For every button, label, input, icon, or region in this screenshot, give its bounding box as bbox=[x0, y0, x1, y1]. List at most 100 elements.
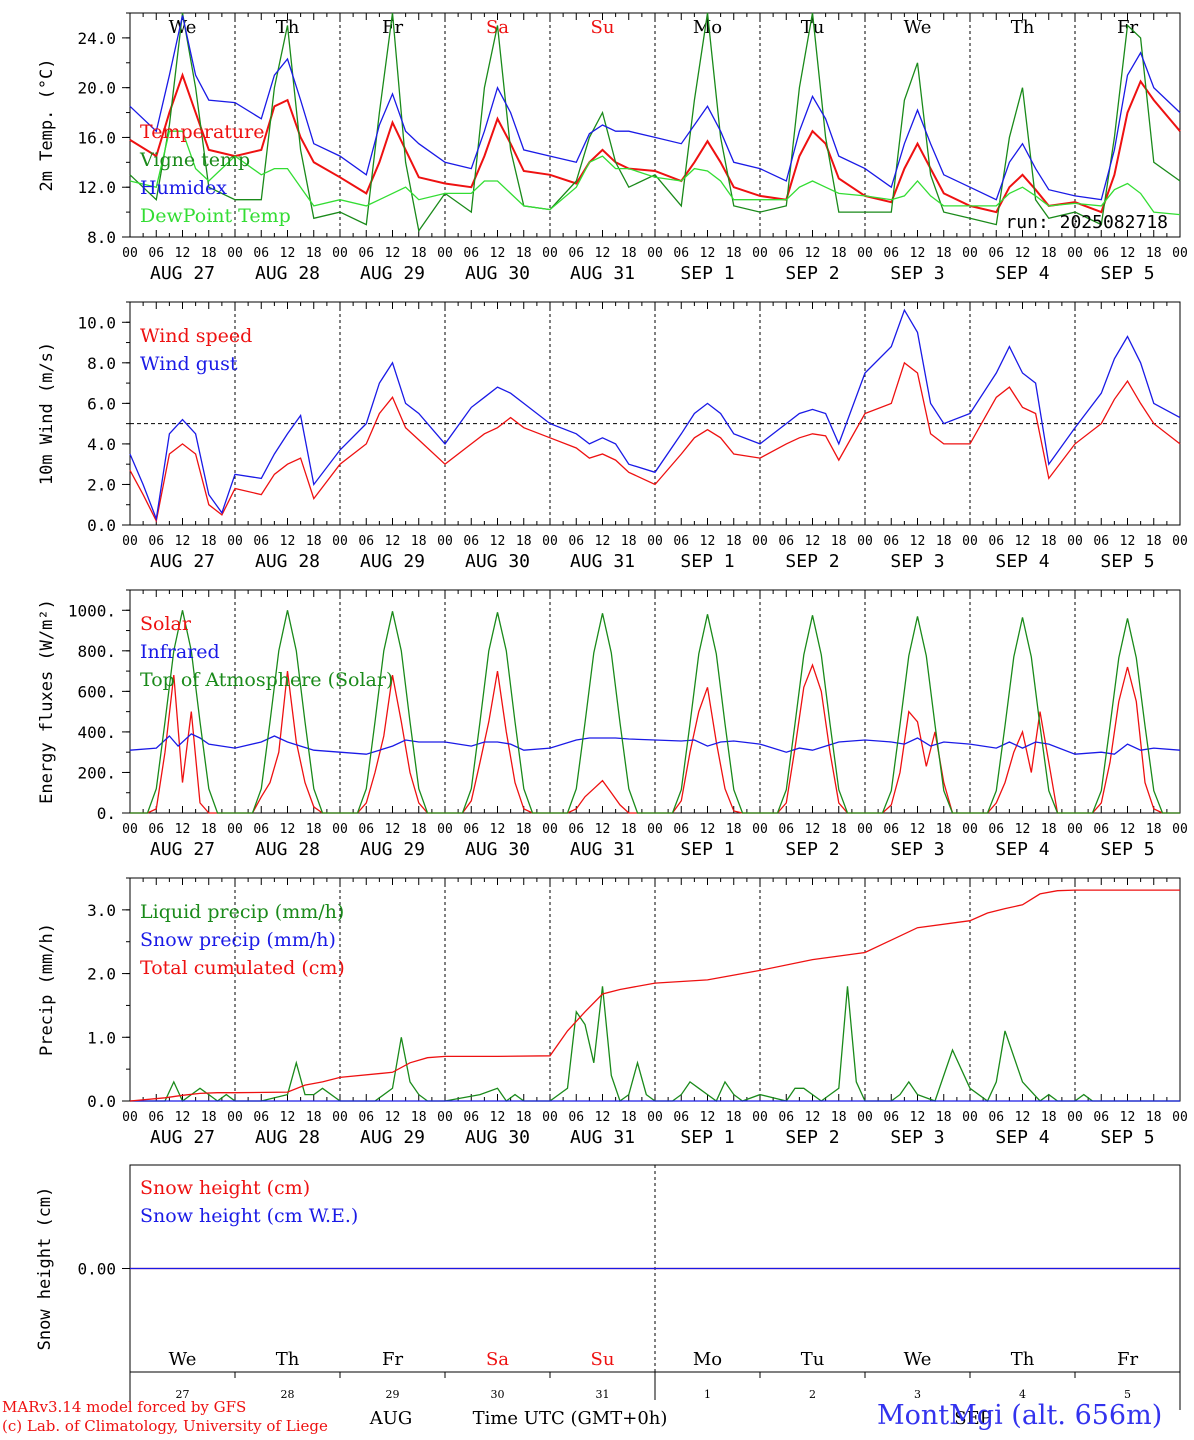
hour-tick-label: 00 bbox=[122, 822, 138, 837]
series-dewpoint-temp bbox=[129, 130, 1181, 216]
day-label: SEP 2 bbox=[785, 551, 839, 572]
hour-tick-label: 18 bbox=[1146, 1110, 1162, 1125]
hour-tick-label: 18 bbox=[936, 534, 952, 549]
hour-tick-label: 18 bbox=[411, 1110, 427, 1125]
weekday-label: Fr bbox=[382, 17, 403, 38]
hour-tick-label: 00 bbox=[542, 534, 558, 549]
hour-tick-label: 18 bbox=[306, 246, 322, 261]
day-number: 1 bbox=[704, 1388, 711, 1401]
hour-tick-label: 18 bbox=[1041, 822, 1057, 837]
hour-tick-label: 12 bbox=[1015, 534, 1031, 549]
panel-3-ylabel: Energy fluxes (W/m²) bbox=[37, 599, 57, 804]
day-label: SEP 4 bbox=[995, 1127, 1049, 1148]
hour-tick-label: 06 bbox=[673, 822, 689, 837]
hour-tick-label: 18 bbox=[831, 534, 847, 549]
weekday-label: Sa bbox=[486, 1349, 509, 1370]
hour-tick-label: 18 bbox=[201, 534, 217, 549]
hour-tick-label: 18 bbox=[411, 534, 427, 549]
panel-1-frame bbox=[129, 12, 1181, 238]
day-label: AUG 30 bbox=[465, 839, 530, 860]
hour-tick-label: 06 bbox=[463, 1110, 479, 1125]
day-label: AUG 31 bbox=[570, 263, 635, 284]
hour-tick-label: 06 bbox=[358, 1110, 374, 1125]
hour-tick-label: 18 bbox=[201, 246, 217, 261]
panel-4-ytick-label: 2.0 bbox=[87, 965, 116, 984]
panel-4-ytick-label: 0.0 bbox=[87, 1092, 116, 1111]
hour-tick-label: 12 bbox=[805, 1110, 821, 1125]
hour-tick-label: 18 bbox=[621, 246, 637, 261]
hour-tick-label: 06 bbox=[358, 534, 374, 549]
hour-tick-label: 06 bbox=[148, 1110, 164, 1125]
panel-1-ytick-label: 8.0 bbox=[87, 228, 116, 247]
hour-tick-label: 12 bbox=[805, 246, 821, 261]
hour-tick-label: 06 bbox=[253, 534, 269, 549]
panel-2-ytick-label: 0.0 bbox=[87, 516, 116, 535]
day-label: AUG 31 bbox=[570, 839, 635, 860]
hour-tick-label: 00 bbox=[857, 534, 873, 549]
hour-tick-label: 06 bbox=[988, 822, 1004, 837]
hour-tick-label: 12 bbox=[910, 534, 926, 549]
hour-tick-label: 18 bbox=[726, 246, 742, 261]
hour-tick-label: 06 bbox=[883, 1110, 899, 1125]
hour-tick-label: 12 bbox=[175, 822, 191, 837]
weekday-label: We bbox=[904, 17, 932, 38]
weekday-label: Fr bbox=[1117, 1349, 1138, 1370]
day-label: AUG 29 bbox=[360, 263, 425, 284]
hour-tick-label: 18 bbox=[201, 1110, 217, 1125]
legend-wind-speed: Wind speed bbox=[140, 325, 252, 347]
x-axis-label: Time UTC (GMT+0h) bbox=[473, 1408, 668, 1429]
hour-tick-label: 12 bbox=[175, 246, 191, 261]
hour-tick-label: 00 bbox=[227, 246, 243, 261]
hour-tick-label: 06 bbox=[778, 1110, 794, 1125]
day-label: SEP 2 bbox=[785, 839, 839, 860]
hour-tick-label: 06 bbox=[568, 822, 584, 837]
hour-tick-label: 06 bbox=[358, 822, 374, 837]
month-label-aug: AUG bbox=[369, 1408, 413, 1429]
day-label: AUG 27 bbox=[150, 1127, 215, 1148]
day-label: SEP 2 bbox=[785, 1127, 839, 1148]
hour-tick-label: 06 bbox=[253, 1110, 269, 1125]
hour-tick-label: 12 bbox=[595, 246, 611, 261]
day-label: SEP 5 bbox=[1100, 263, 1154, 284]
day-label: AUG 28 bbox=[255, 1127, 320, 1148]
hour-tick-label: 18 bbox=[621, 534, 637, 549]
hour-tick-label: 00 bbox=[542, 822, 558, 837]
hour-tick-label: 18 bbox=[936, 246, 952, 261]
weekday-label: Tu bbox=[801, 17, 825, 38]
series-liquid-precip-mm-h- bbox=[130, 986, 1180, 1103]
day-label: AUG 28 bbox=[255, 839, 320, 860]
day-label: AUG 30 bbox=[465, 551, 530, 572]
hour-tick-label: 00 bbox=[227, 1110, 243, 1125]
panel-2-ytick-label: 8.0 bbox=[87, 354, 116, 373]
hour-tick-label: 00 bbox=[647, 534, 663, 549]
hour-tick-label: 06 bbox=[1093, 822, 1109, 837]
hour-tick-label: 00 bbox=[437, 246, 453, 261]
day-label: SEP 4 bbox=[995, 551, 1049, 572]
run-annotation: run: 2025082718 bbox=[1005, 212, 1168, 233]
day-label: SEP 3 bbox=[890, 839, 944, 860]
day-label: AUG 27 bbox=[150, 263, 215, 284]
credit-line-1: MARv3.14 model forced by GFS bbox=[2, 1398, 247, 1416]
panel-3-ytick-label: 400. bbox=[77, 723, 116, 742]
day-label: AUG 31 bbox=[570, 551, 635, 572]
day-label: SEP 1 bbox=[680, 551, 734, 572]
credit-line-2: (c) Lab. of Climatology, University of L… bbox=[2, 1417, 328, 1435]
hour-tick-label: 06 bbox=[988, 1110, 1004, 1125]
legend-infrared: Infrared bbox=[140, 641, 220, 663]
hour-tick-label: 12 bbox=[490, 534, 506, 549]
hour-tick-label: 18 bbox=[726, 822, 742, 837]
hour-tick-label: 18 bbox=[201, 822, 217, 837]
hour-tick-label: 00 bbox=[857, 246, 873, 261]
legend-solar: Solar bbox=[140, 613, 192, 635]
hour-tick-label: 12 bbox=[385, 534, 401, 549]
hour-tick-label: 00 bbox=[752, 822, 768, 837]
hour-tick-label: 00 bbox=[1172, 1110, 1188, 1125]
hour-tick-label: 12 bbox=[1015, 1110, 1031, 1125]
hour-tick-label: 00 bbox=[647, 822, 663, 837]
day-label: AUG 30 bbox=[465, 263, 530, 284]
hour-tick-label: 12 bbox=[1015, 246, 1031, 261]
hour-tick-label: 12 bbox=[910, 1110, 926, 1125]
day-label: SEP 4 bbox=[995, 263, 1049, 284]
legend-humidex: Humidex bbox=[140, 177, 227, 199]
